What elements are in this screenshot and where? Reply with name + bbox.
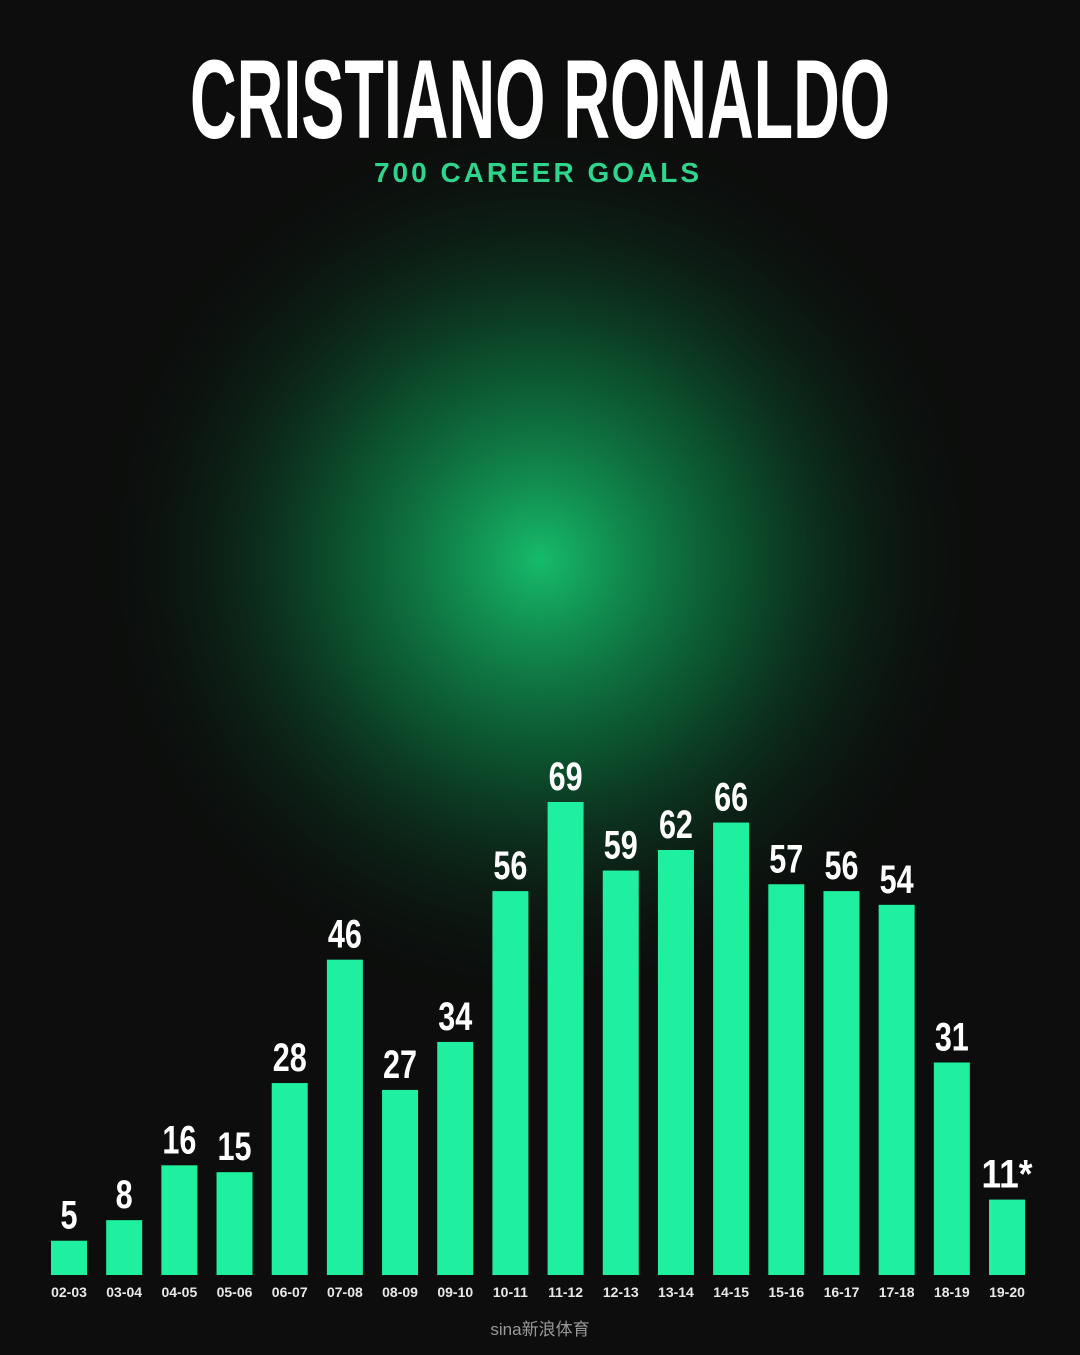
x-tick-label: 08-09 [382,1284,418,1300]
value-label: 31 [935,1015,969,1059]
bar [713,822,750,1275]
bar [51,1240,87,1275]
value-label: 8 [116,1173,133,1217]
bar [216,1172,253,1275]
x-tick-label: 13-14 [658,1284,694,1300]
bar [933,1062,970,1275]
value-label: 34 [438,995,473,1039]
x-tick-label: 16-17 [824,1284,860,1300]
value-label: 11* [982,1153,1033,1197]
value-label: 27 [383,1043,417,1087]
x-tick-label: 09-10 [437,1284,473,1300]
x-tick-label: 14-15 [713,1284,749,1300]
x-tick-label: 05-06 [217,1284,253,1300]
bar [492,891,529,1275]
bar [547,802,584,1275]
x-tick-label: 06-07 [272,1284,308,1300]
x-tick-label: 19-20 [989,1284,1025,1300]
value-label: 15 [218,1125,252,1169]
value-label: 66 [714,776,748,820]
bar [271,1083,308,1275]
x-tick-label: 12-13 [603,1284,639,1300]
bars: 5 02-03 8 03-04 16 04-05 15 05-06 28 06-07 46 07-08… [51,755,1033,1300]
bar [878,904,915,1275]
bar [382,1089,419,1275]
value-label: 62 [659,803,693,847]
bar [768,884,805,1275]
value-label: 57 [769,837,803,881]
bar [823,891,860,1275]
value-label: 28 [273,1036,307,1080]
watermark: sina新浪体育 [490,1320,589,1339]
value-label: 16 [162,1118,196,1162]
x-tick-label: 07-08 [327,1284,363,1300]
value-label: 46 [328,913,362,957]
bar [602,870,639,1275]
x-tick-label: 18-19 [934,1284,970,1300]
x-tick-label: 04-05 [161,1284,197,1300]
x-tick-label: 17-18 [879,1284,915,1300]
x-tick-label: 02-03 [51,1284,87,1300]
value-label: 56 [824,844,858,888]
bar [106,1220,143,1275]
chart-title: CRISTIANO RONALDO [190,37,890,162]
x-tick-label: 15-16 [768,1284,804,1300]
bar [989,1199,1025,1275]
chart-subtitle: 700 CAREER GOALS [374,157,702,188]
bar [161,1165,198,1275]
value-label: 69 [549,755,583,799]
value-label: 54 [880,858,915,902]
value-label: 59 [604,824,638,868]
bar [326,959,363,1275]
x-tick-label: 11-12 [548,1284,583,1300]
bar [437,1041,474,1275]
value-label: 5 [61,1194,78,1238]
bar [657,849,694,1275]
value-label: 56 [493,844,527,888]
x-tick-label: 10-11 [493,1284,528,1300]
x-tick-label: 03-04 [106,1284,142,1300]
